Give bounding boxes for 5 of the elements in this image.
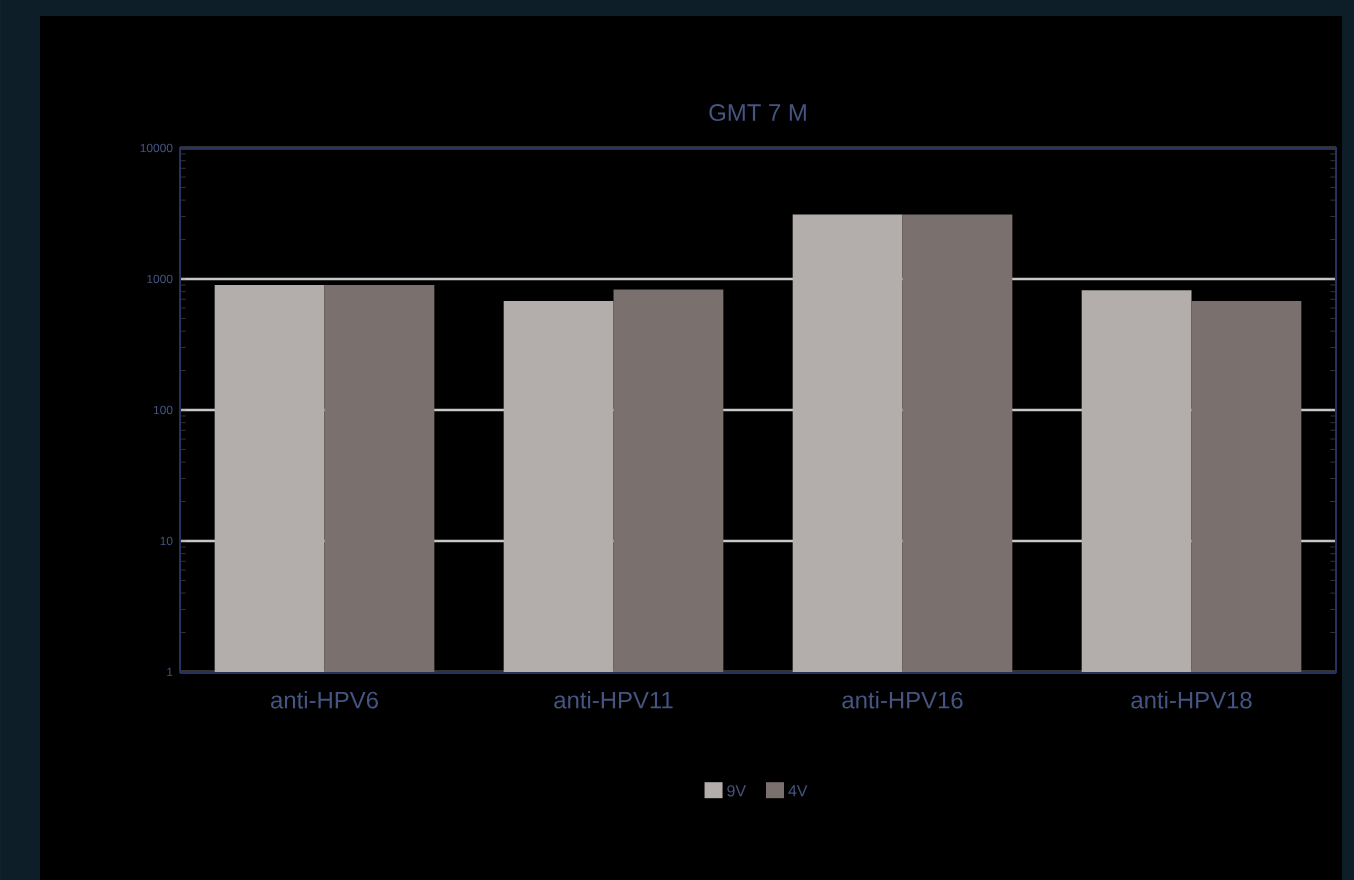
x-tick-label: anti-HPV18 xyxy=(1131,691,1252,709)
x-tick-label: anti-HPV6 xyxy=(271,691,378,709)
x-tick-label: anti-HPV11 xyxy=(554,691,673,709)
chart-title: GMT 7 M xyxy=(709,104,806,121)
x-tick-label: anti-HPV16 xyxy=(842,691,963,709)
